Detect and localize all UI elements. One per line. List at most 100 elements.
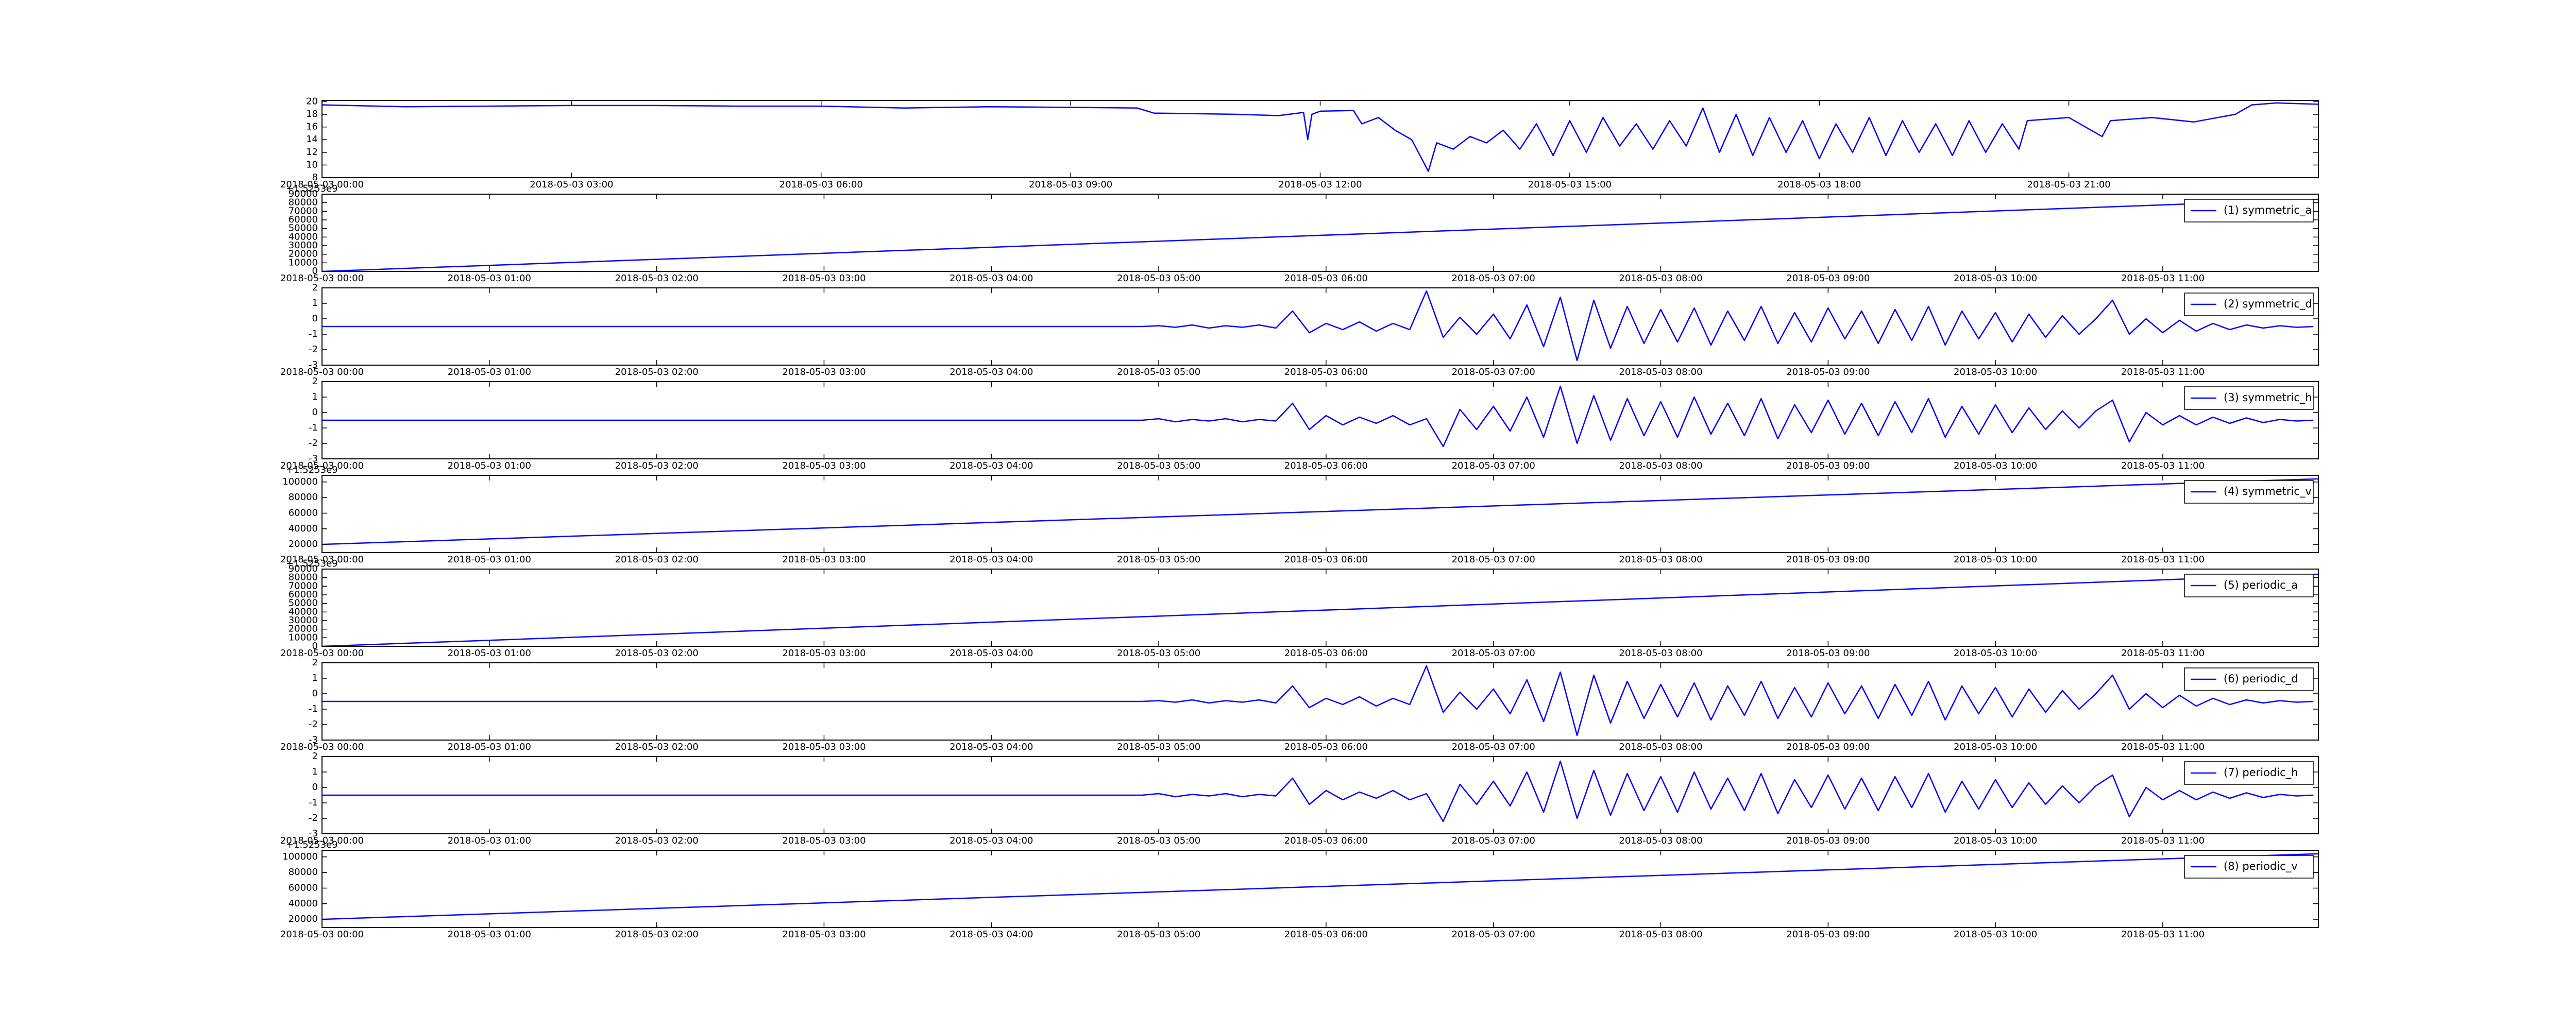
x-tick-label: 2018-05-03 08:00: [1619, 460, 1702, 471]
x-tick-label: 2018-05-03 03:00: [782, 929, 866, 940]
y-tick-label: 2: [312, 282, 318, 293]
x-tick-label: 2018-05-03 11:00: [2121, 554, 2205, 565]
x-tick-label: 2018-05-03 07:00: [1452, 554, 1535, 565]
y-tick-label: -3: [309, 828, 318, 839]
x-tick-label: 2018-05-03 07:00: [1452, 648, 1535, 659]
legend-box: [2184, 574, 2314, 597]
x-tick-label: 2018-05-03 07:00: [1452, 460, 1535, 471]
data-line: [321, 573, 2319, 647]
y-tick-label: 14: [306, 134, 318, 145]
x-tick-label: 2018-05-03 10:00: [1954, 648, 2037, 659]
x-tick-label: 2018-05-03 09:00: [1029, 179, 1112, 190]
y-tick-label: 8: [312, 172, 318, 183]
y-tick-label: -2: [309, 438, 318, 449]
y-tick-label: 80000: [289, 197, 318, 208]
axes-frame: [321, 194, 2319, 272]
legend-label: (7) periodic_h: [2224, 766, 2298, 779]
x-tick-label: 2018-05-03 04:00: [950, 648, 1033, 659]
y-tick-label: 60000: [289, 214, 318, 225]
x-tick-label: 2018-05-03 04:00: [950, 273, 1033, 284]
x-tick-label: 2018-05-03 05:00: [1117, 460, 1200, 471]
x-tick-label: 2018-05-03 00:00: [280, 835, 364, 846]
data-line: [321, 102, 2319, 172]
y-tick-label: 1: [312, 391, 318, 402]
x-tick-label: 2018-05-03 05:00: [1117, 554, 1200, 565]
x-tick-label: 2018-05-03 01:00: [448, 742, 531, 752]
x-tick-label: 2018-05-03 00:00: [280, 648, 364, 659]
x-tick-label: 2018-05-03 08:00: [1619, 648, 1702, 659]
x-tick-label: 2018-05-03 09:00: [1786, 742, 1870, 752]
x-tick-label: 2018-05-03 00:00: [280, 179, 364, 190]
y-tick-label: 90000: [289, 563, 318, 574]
x-tick-label: 2018-05-03 11:00: [2121, 648, 2205, 659]
x-tick-label: 2018-05-03 21:00: [2027, 179, 2111, 190]
legend-label: (8) periodic_v: [2224, 860, 2298, 873]
x-tick-label: 2018-05-03 05:00: [1117, 648, 1200, 659]
y-tick-label: 80000: [289, 492, 318, 503]
x-tick-label: 2018-05-03 09:00: [1786, 367, 1870, 377]
y-tick-label: 0: [312, 782, 318, 793]
legend-label: (5) periodic_a: [2224, 579, 2298, 592]
x-tick-label: 2018-05-03 07:00: [1452, 742, 1535, 752]
x-tick-label: 2018-05-03 03:00: [782, 367, 866, 377]
x-tick-label: 2018-05-03 10:00: [1954, 742, 2037, 752]
y-tick-label: 0: [312, 266, 318, 277]
x-tick-label: 2018-05-03 06:00: [1284, 648, 1368, 659]
x-tick-label: 2018-05-03 03:00: [782, 648, 866, 659]
x-tick-label: 2018-05-03 08:00: [1619, 929, 1702, 940]
data-line: [321, 853, 2319, 920]
x-tick-label: 2018-05-03 05:00: [1117, 367, 1200, 377]
y-tick-label: 20000: [289, 249, 318, 260]
y-tick-label: 40000: [289, 231, 318, 242]
y-tick-label: -3: [309, 734, 318, 745]
y-tick-label: 12: [306, 147, 318, 158]
y-tick-label: 80000: [289, 572, 318, 583]
offset-text: +1.5253e9: [286, 558, 338, 569]
offset-text: +1.5253e9: [286, 465, 338, 475]
data-line: [322, 290, 2314, 362]
y-tick-label: 30000: [289, 240, 318, 251]
x-tick-label: 2018-05-03 01:00: [448, 273, 531, 284]
x-tick-label: 2018-05-03 00:00: [280, 742, 364, 752]
x-tick-label: 2018-05-03 07:00: [1452, 273, 1535, 284]
y-tick-label: 1: [312, 766, 318, 777]
x-tick-label: 2018-05-03 08:00: [1619, 273, 1702, 284]
x-tick-label: 2018-05-03 06:00: [1284, 742, 1368, 752]
axes-frame: [321, 662, 2319, 741]
y-tick-label: 0: [312, 407, 318, 418]
x-tick-label: 2018-05-03 10:00: [1954, 273, 2037, 284]
x-tick-label: 2018-05-03 04:00: [950, 367, 1033, 377]
x-tick-label: 2018-05-03 03:00: [782, 460, 866, 471]
x-tick-label: 2018-05-03 11:00: [2121, 460, 2205, 471]
y-tick-label: 60000: [289, 507, 318, 518]
x-tick-label: 2018-05-03 02:00: [615, 648, 699, 659]
y-tick-label: 40000: [289, 523, 318, 534]
x-tick-label: 2018-05-03 08:00: [1619, 742, 1702, 752]
x-tick-label: 2018-05-03 03:00: [782, 554, 866, 565]
y-tick-label: 50000: [289, 223, 318, 234]
y-tick-label: 100000: [282, 476, 318, 487]
x-tick-label: 2018-05-03 00:00: [280, 367, 364, 377]
axes-frame: [321, 569, 2319, 647]
x-tick-label: 2018-05-03 03:00: [530, 179, 613, 190]
axes-frame: [321, 475, 2319, 553]
axes-frame: [321, 850, 2319, 928]
x-tick-label: 2018-05-03 09:00: [1786, 554, 1870, 565]
data-line: [322, 385, 2314, 448]
x-tick-label: 2018-05-03 01:00: [448, 648, 531, 659]
y-tick-label: 60000: [289, 589, 318, 600]
y-tick-label: -2: [309, 813, 318, 823]
x-tick-label: 2018-05-03 03:00: [782, 273, 866, 284]
x-tick-label: 2018-05-03 02:00: [615, 835, 699, 846]
x-tick-label: 2018-05-03 02:00: [615, 367, 699, 377]
x-tick-label: 2018-05-03 01:00: [448, 554, 531, 565]
x-tick-label: 2018-05-03 06:00: [1284, 929, 1368, 940]
x-tick-label: 2018-05-03 08:00: [1619, 835, 1702, 846]
offset-text: +1.5253e9: [286, 839, 338, 850]
axes-frame: [321, 381, 2319, 459]
x-tick-label: 2018-05-03 11:00: [2121, 273, 2205, 284]
y-tick-label: 50000: [289, 598, 318, 609]
